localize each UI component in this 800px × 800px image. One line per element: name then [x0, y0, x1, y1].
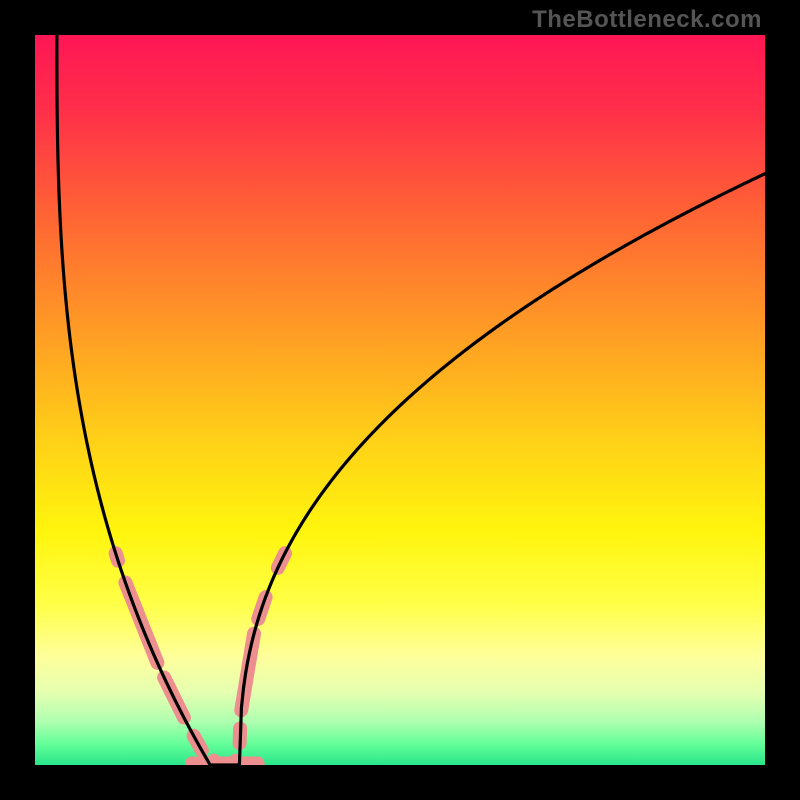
gradient-background: [35, 35, 765, 765]
chart-container: TheBottleneck.com: [0, 0, 800, 800]
plot-area: [35, 35, 765, 765]
bottleneck-curve-chart: [35, 35, 765, 765]
watermark-text: TheBottleneck.com: [532, 6, 762, 34]
